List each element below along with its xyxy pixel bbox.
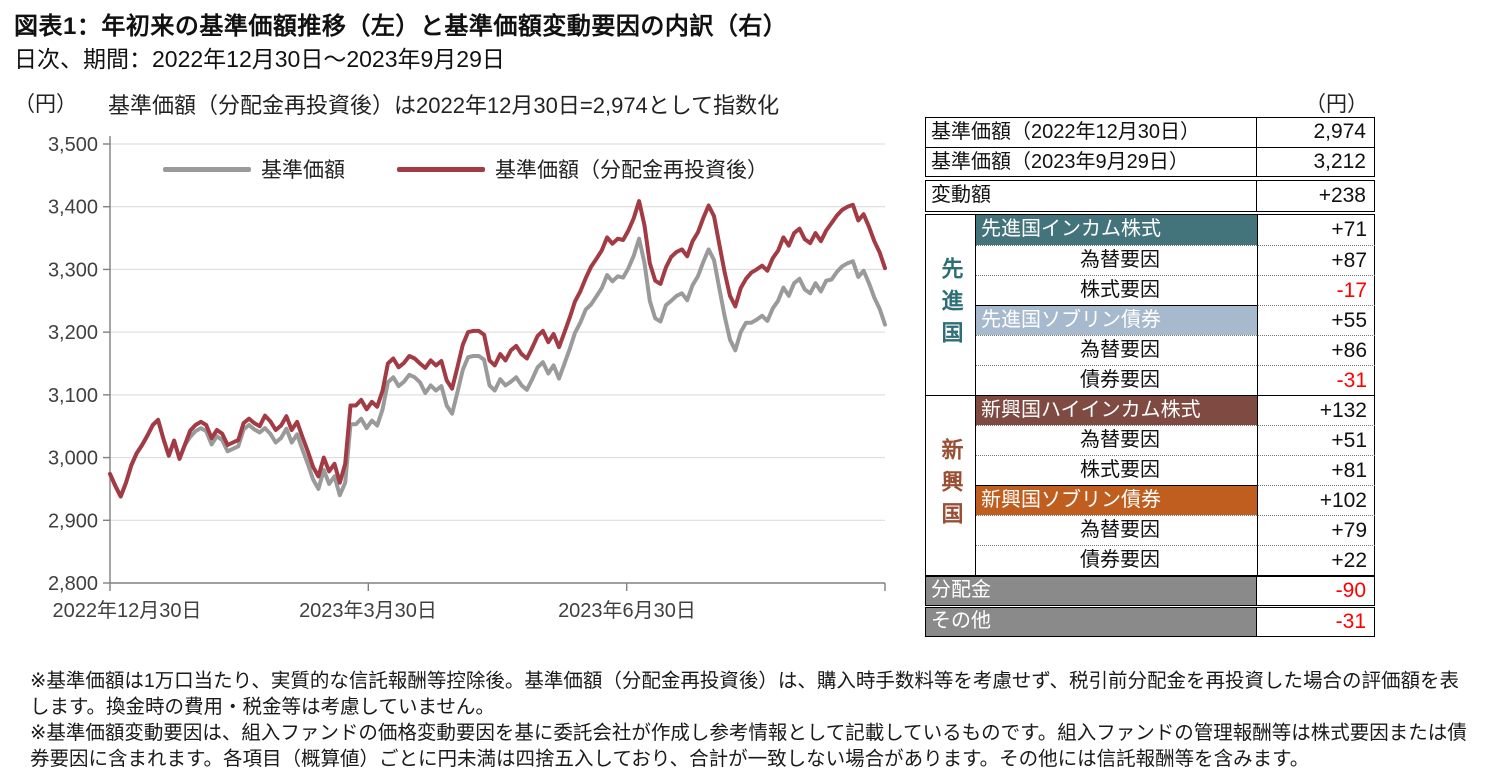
- factor-label: 為替要因: [976, 425, 1257, 455]
- factor-value: +86: [1257, 335, 1375, 365]
- row-label: 変動額: [931, 184, 991, 206]
- row-label: 基準価額（2022年12月30日）: [931, 121, 1200, 143]
- distribution-row-section: 分配金 -90: [925, 576, 1375, 606]
- factor-label: 新興国ソブリン債券: [976, 485, 1257, 515]
- factor-label: 債券要因: [976, 545, 1257, 575]
- chart-unit-label: （円）: [14, 93, 77, 116]
- table-row: 基準価額（2023年9月29日） 3,212: [926, 147, 1374, 176]
- factor-value: +55: [1257, 305, 1375, 335]
- y-tick-label: 2,900: [48, 510, 98, 532]
- chart-legend: 基準価額 基準価額（分配金再投資後）: [163, 154, 768, 184]
- factor-value: +102: [1257, 485, 1375, 515]
- nav-rows-section: 基準価額（2022年12月30日） 2,974 基準価額（2023年9月29日）…: [925, 117, 1375, 177]
- row-value: 3,212: [1256, 148, 1374, 176]
- y-tick-label: 3,300: [48, 259, 98, 281]
- factor-label: 先進国ソブリン債券: [976, 305, 1257, 335]
- change-row-section: 変動額 +238: [925, 180, 1375, 212]
- other-row-section: その他 -31: [925, 607, 1375, 637]
- factor-value: -17: [1257, 275, 1375, 305]
- factor-value: +87: [1257, 245, 1375, 275]
- legend-label-nav: 基準価額: [261, 159, 345, 182]
- row-label: 基準価額（2023年9月29日）: [931, 151, 1189, 173]
- nav-line-swatch: [163, 166, 251, 172]
- legend-item-nav: 基準価額: [163, 154, 345, 184]
- factor-value: +51: [1257, 425, 1375, 455]
- factor-value: +81: [1257, 455, 1375, 485]
- row-value: -31: [1256, 608, 1374, 636]
- x-tick-label: 2022年12月30日: [53, 599, 202, 622]
- table-row: その他 -31: [926, 608, 1374, 636]
- factor-value: +132: [1257, 395, 1375, 425]
- page-title: 図表1：年初来の基準価額推移（左）と基準価額変動要因の内訳（右）: [14, 13, 788, 40]
- page-subtitle: 日次、期間：2022年12月30日～2023年9月29日: [14, 46, 505, 72]
- y-tick-label: 3,100: [48, 385, 98, 407]
- row-label: 分配金: [926, 577, 1256, 605]
- x-tick-label: 2023年6月30日: [558, 599, 696, 622]
- nav-price-line-chart: 2,800 2,900 3,000 3,100 3,200 3,300 3,400 3,500…: [48, 134, 887, 622]
- row-label: その他: [926, 608, 1256, 636]
- chart-index-note: 基準価額（分配金再投資後）は2022年12月30日=2,974として指数化: [108, 93, 780, 118]
- factor-value: +71: [1257, 215, 1375, 245]
- group-label-emerging: 新興国: [926, 395, 976, 575]
- row-value: 2,974: [1256, 118, 1374, 147]
- table-row: 変動額 +238: [926, 181, 1374, 211]
- row-value: -90: [1256, 577, 1374, 605]
- y-tick-label: 2,800: [48, 573, 98, 595]
- table-unit-label: （円）: [1305, 93, 1368, 116]
- row-value: +238: [1256, 181, 1374, 211]
- y-tick-label: 3,400: [48, 197, 98, 219]
- series-line-基準価額: [108, 236, 887, 499]
- y-tick-label: 3,500: [48, 134, 98, 156]
- factor-label: 新興国ハイインカム株式: [976, 395, 1257, 425]
- table-row: 分配金 -90: [926, 577, 1374, 605]
- factor-label: 為替要因: [976, 515, 1257, 545]
- factors-section: 先進国 先進国インカム株式 +71 為替要因 +87 株式要因 -17 先進国ソ…: [925, 214, 1375, 576]
- factor-label: 為替要因: [976, 245, 1257, 275]
- factor-label: 債券要因: [976, 365, 1257, 395]
- series-line-基準価額（分配金再投資後）: [108, 199, 887, 499]
- factor-label: 株式要因: [976, 455, 1257, 485]
- x-tick-label: 2023年3月30日: [299, 599, 437, 622]
- footnote-1: ※基準価額は1万口当たり、実質的な信託報酬等控除後。基準価額（分配金再投資後）は…: [30, 670, 1460, 718]
- group-label-developed: 先進国: [926, 215, 976, 395]
- legend-item-nav-reinvested: 基準価額（分配金再投資後）: [397, 154, 768, 184]
- y-tick-label: 3,000: [48, 448, 98, 470]
- factor-value: +22: [1257, 545, 1375, 575]
- legend-label-nav-reinvested: 基準価額（分配金再投資後）: [495, 159, 768, 182]
- factor-label: 株式要因: [976, 275, 1257, 305]
- factor-value: +79: [1257, 515, 1375, 545]
- factor-label: 先進国インカム株式: [976, 215, 1257, 245]
- y-tick-label: 3,200: [48, 322, 98, 344]
- nav-reinvested-line-swatch: [397, 166, 485, 172]
- factor-value: -31: [1257, 365, 1375, 395]
- factor-label: 為替要因: [976, 335, 1257, 365]
- footnotes: ※基準価額は1万口当たり、実質的な信託報酬等控除後。基準価額（分配金再投資後）は…: [30, 668, 1478, 772]
- table-row: 基準価額（2022年12月30日） 2,974: [926, 118, 1374, 147]
- footnote-2: ※基準価額変動要因は、組入ファンドの価格変動要因を基に委託会社が作成し参考情報と…: [30, 722, 1467, 770]
